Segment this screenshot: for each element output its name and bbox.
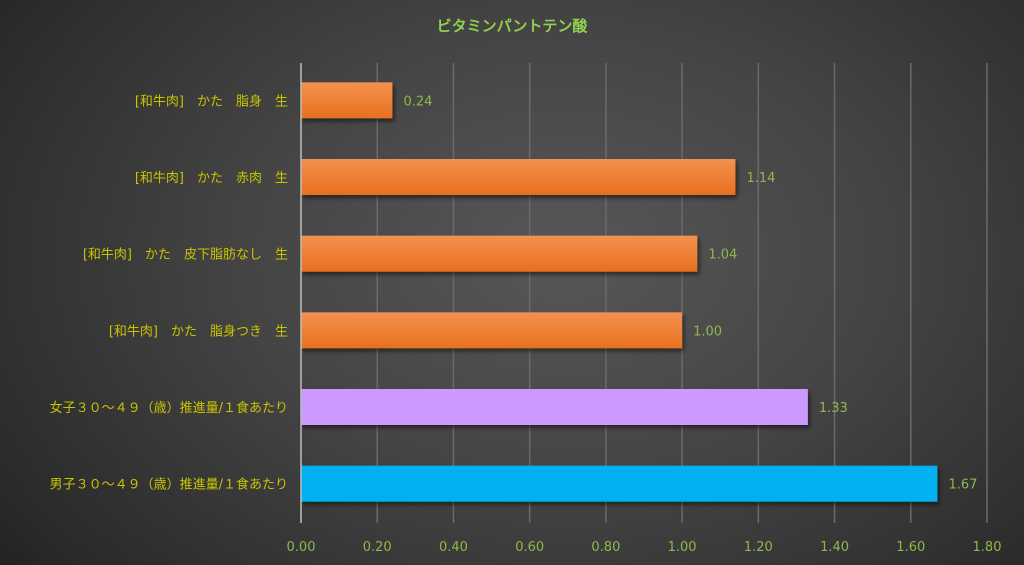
data-label: 1.14 xyxy=(746,171,775,186)
x-tick-label: 1.40 xyxy=(820,540,849,555)
data-label: 1.67 xyxy=(948,478,977,493)
data-label: 1.33 xyxy=(819,401,848,416)
bar xyxy=(301,235,698,272)
bar xyxy=(301,312,683,349)
x-tick-label: 0.60 xyxy=(515,540,544,555)
x-tick-label: 1.20 xyxy=(744,540,773,555)
bar xyxy=(301,82,393,119)
x-tick-label: 1.80 xyxy=(973,540,1002,555)
chart-title: ビタミンパントテン酸 xyxy=(437,17,589,35)
category-label: 男子３０～４９（歳）推進量/１食あたり xyxy=(50,477,288,493)
bar xyxy=(301,159,736,195)
data-label: 0.24 xyxy=(403,94,432,109)
category-label: [和牛肉] かた 脂身つき 生 xyxy=(109,323,288,339)
bar xyxy=(301,465,938,502)
x-tick-label: 0.80 xyxy=(591,540,620,555)
x-tick-label: 0.00 xyxy=(287,540,316,555)
data-label: 1.00 xyxy=(693,324,722,339)
category-label: [和牛肉] かた 脂身 生 xyxy=(135,93,288,109)
bar xyxy=(301,389,808,425)
x-tick-label: 0.20 xyxy=(363,540,392,555)
category-label: [和牛肉] かた 皮下脂肪なし 生 xyxy=(83,247,288,263)
category-label: [和牛肉] かた 赤肉 生 xyxy=(135,171,288,186)
category-label: 女子３０～４９（歳）推進量/１食あたり xyxy=(50,400,288,416)
data-label: 1.04 xyxy=(708,248,737,263)
x-tick-label: 1.60 xyxy=(896,540,925,555)
x-tick-label: 1.00 xyxy=(668,540,697,555)
x-tick-label: 0.40 xyxy=(439,540,468,555)
